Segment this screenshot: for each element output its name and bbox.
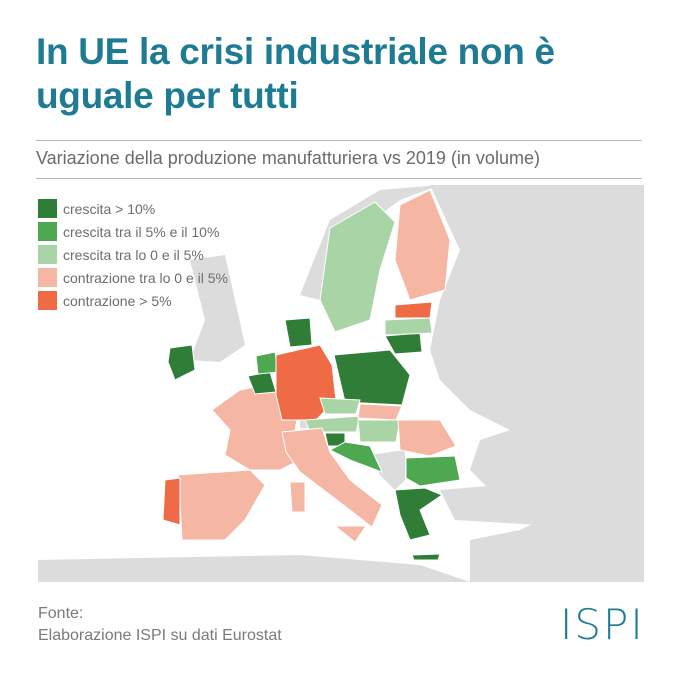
country-croatia [328,441,383,473]
country-poland [333,349,411,406]
legend-swatch [38,268,57,287]
legend-swatch [38,245,57,264]
legend-label: crescita > 10% [63,200,156,217]
legend-item: crescita > 10% [38,197,228,220]
legend-item: crescita tra il 5% e il 10% [38,220,228,243]
country-greece [394,487,444,561]
legend-label: crescita tra il 5% e il 10% [63,223,220,240]
country-denmark [284,317,313,348]
country-estonia [394,301,433,319]
country-netherlands [255,351,279,375]
country-romania [397,419,457,457]
source-label: Fonte: [38,605,84,622]
country-czechia [319,397,361,415]
divider [36,140,642,141]
legend-label: crescita tra lo 0 e il 5% [63,246,204,263]
country-bulgaria [405,455,461,487]
country-portugal [162,477,181,526]
country-spain [177,469,266,541]
country-slovakia [357,403,403,421]
country-ireland [167,344,196,381]
legend-item: contrazione > 5% [38,289,228,312]
country-italy [281,427,383,543]
source-text: Elaborazione ISPI su dati Eurostat [38,627,282,644]
legend-item: crescita tra lo 0 e il 5% [38,243,228,266]
country-latvia [384,317,433,336]
legend-swatch [38,199,57,218]
legend-swatch [38,291,57,310]
legend: crescita > 10% crescita tra il 5% e il 1… [38,197,228,312]
divider [36,178,642,179]
legend-swatch [38,222,57,241]
country-hungary [357,419,401,443]
subtitle: Variazione della produzione manufatturie… [36,148,540,168]
country-finland [394,189,451,301]
source-note: Fonte: Elaborazione ISPI su dati Eurosta… [38,603,282,647]
legend-label: contrazione tra lo 0 e il 5% [63,269,228,286]
europe-map [38,185,644,582]
ispi-logo: ISPI [560,600,645,649]
country-sweden [319,201,396,333]
legend-label: contrazione > 5% [63,292,172,309]
page-title: In UE la crisi industriale non è uguale … [36,31,555,116]
legend-item: contrazione tra lo 0 e il 5% [38,266,228,289]
